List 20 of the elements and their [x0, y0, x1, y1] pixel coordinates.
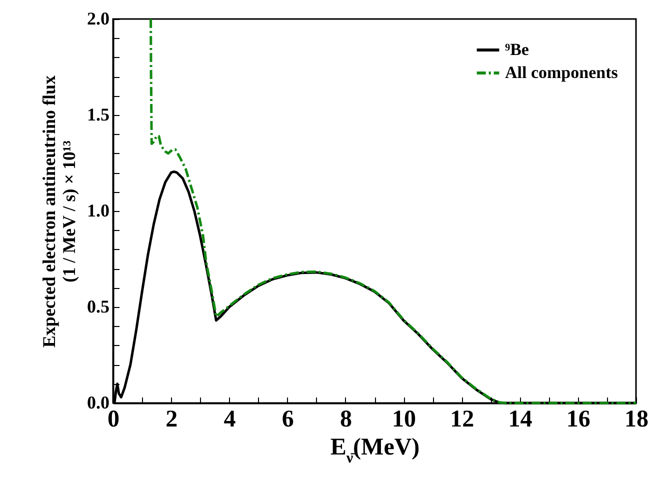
x-tick-label: 10	[392, 406, 416, 432]
x-tick-label: 6	[282, 406, 294, 432]
y-tick-label: 0.0	[87, 392, 110, 412]
legend-label: ⁹Be	[505, 40, 530, 59]
y-tick-label: 2.0	[87, 8, 110, 28]
x-tick-label: 8	[340, 406, 352, 432]
x-tick-label: 2	[166, 406, 178, 432]
line-series	[150, 18, 638, 404]
legend-label: All components	[505, 63, 618, 82]
y-axis-title: Expected electron antineutrino flux (1 / MeV / s) × 10¹³	[39, 75, 79, 348]
x-tick-label: 4	[224, 406, 236, 432]
x-tick-label: 14	[508, 406, 532, 432]
x-tick-label: 12	[450, 406, 474, 432]
x-tick-label: 16	[566, 406, 590, 432]
x-tick-label: 18	[624, 406, 648, 432]
x-axis-title: E$_{ν̄}$(MeV)	[330, 434, 420, 466]
y-tick-label: 1.0	[87, 200, 110, 220]
y-tick-label: 1.5	[87, 104, 110, 124]
x-tick-label: 0	[108, 406, 120, 432]
y-tick-label: 0.5	[87, 296, 110, 316]
